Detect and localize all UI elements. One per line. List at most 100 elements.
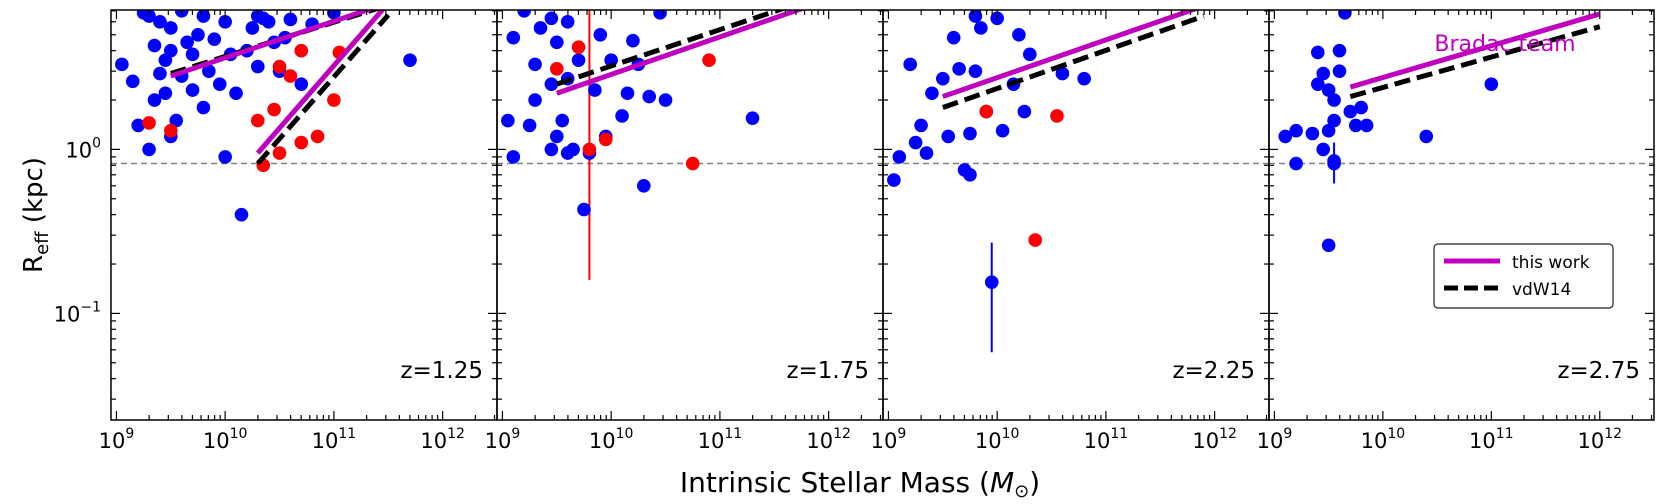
this-work-line-2 xyxy=(255,10,386,155)
blue-data-point xyxy=(250,59,265,74)
x-tick-label-base: 10 xyxy=(1577,429,1604,453)
blue-data-point xyxy=(1289,123,1303,138)
blue-data-point xyxy=(158,86,173,101)
x-tick-label-exp: 11 xyxy=(724,426,742,442)
red-data-point xyxy=(294,135,309,150)
blue-data-point xyxy=(908,135,923,150)
red-data-point xyxy=(294,43,309,58)
blue-data-point xyxy=(185,83,200,97)
x-tick-label-exp: 12 xyxy=(833,426,851,442)
blue-data-point xyxy=(1017,104,1032,119)
y-tick-label-base: 10 xyxy=(54,302,81,326)
legend: this work vdW14 xyxy=(1433,243,1614,309)
y-tick-label: 10−1 xyxy=(54,299,101,326)
x-tick-label: 1011 xyxy=(1084,426,1129,453)
panel-4-plot-area xyxy=(1269,10,1654,253)
x-axis-label: Intrinsic Stellar Mass (M⊙) xyxy=(680,466,1040,502)
x-tick-label-base: 10 xyxy=(99,429,126,453)
blue-data-point xyxy=(196,10,211,23)
this-work-line xyxy=(555,10,806,96)
blue-data-point xyxy=(142,142,156,157)
red-data-point xyxy=(1028,233,1043,247)
x-tick-label-exp: 12 xyxy=(1219,426,1237,442)
blue-data-point xyxy=(1278,129,1293,144)
blue-data-point xyxy=(919,146,934,160)
blue-data-point xyxy=(1327,154,1341,168)
blue-data-point xyxy=(571,53,586,67)
blue-data-point xyxy=(1055,66,1070,81)
red-data-point xyxy=(267,102,281,117)
blue-data-point xyxy=(550,129,564,144)
blue-data-point xyxy=(636,178,651,193)
y-tick-label-exp: −1 xyxy=(80,299,101,315)
blue-data-point xyxy=(903,57,917,72)
y-tick-label-base: 10 xyxy=(65,138,92,162)
y-axis-label: Reff (kpc) xyxy=(19,157,53,273)
red-data-point xyxy=(571,40,586,54)
panel-redshift-label: z=2.25 xyxy=(1172,358,1255,384)
blue-data-point xyxy=(1484,77,1499,91)
panel-2-plot-area xyxy=(497,0,883,280)
x-tick-label: 1012 xyxy=(806,426,851,453)
x-tick-label: 1010 xyxy=(203,426,248,453)
blue-data-point xyxy=(245,21,260,35)
blue-data-point xyxy=(522,118,537,133)
blue-data-point xyxy=(125,74,140,89)
x-label-close: ) xyxy=(1029,466,1040,499)
x-tick-label-exp: 11 xyxy=(338,426,356,442)
annotation-bradac-team: Bradac team xyxy=(1434,32,1575,57)
x-tick-label: 109 xyxy=(871,426,907,453)
x-tick-label: 1011 xyxy=(698,426,743,453)
blue-data-point xyxy=(1022,47,1037,62)
blue-data-point xyxy=(1332,43,1347,58)
blue-data-point xyxy=(1338,10,1352,20)
blue-data-point xyxy=(147,38,162,53)
y-tick-label: 100 xyxy=(65,135,101,162)
x-tick-label-exp: 12 xyxy=(1604,426,1622,442)
blue-data-point xyxy=(626,33,640,48)
blue-data-point xyxy=(322,0,336,10)
blue-data-point xyxy=(153,66,167,81)
x-tick-label-base: 10 xyxy=(1084,429,1111,453)
blue-data-point xyxy=(544,142,559,157)
blue-data-point xyxy=(968,10,983,23)
this-work-line xyxy=(170,10,376,79)
x-tick-label-base: 10 xyxy=(485,429,512,453)
panel-redshift-label: z=2.75 xyxy=(1557,358,1640,384)
x-tick-label: 1010 xyxy=(1361,426,1406,453)
blue-data-point xyxy=(995,123,1010,138)
x-tick-label-base: 10 xyxy=(589,429,616,453)
x-tick-label-exp: 10 xyxy=(1387,426,1405,442)
blue-data-point xyxy=(1348,118,1363,133)
vdw14-line xyxy=(941,13,1205,110)
panel-3-plot-area xyxy=(883,0,1269,353)
blue-data-point xyxy=(1327,113,1341,128)
x-tick-label-exp: 10 xyxy=(230,426,248,442)
blue-data-point xyxy=(1343,104,1358,119)
blue-data-point xyxy=(555,0,569,6)
blue-data-point xyxy=(501,113,515,128)
red-data-point xyxy=(272,59,287,74)
x-tick-label: 1012 xyxy=(1192,426,1237,453)
blue-data-point xyxy=(1354,100,1368,115)
blue-data-point xyxy=(1311,77,1325,91)
blue-data-point xyxy=(1321,238,1336,253)
blue-data-point xyxy=(958,0,972,8)
blue-data-point xyxy=(115,57,129,72)
blue-data-point xyxy=(403,53,417,67)
blue-data-point xyxy=(1327,93,1341,107)
blue-data-point xyxy=(533,21,548,35)
blue-data-point xyxy=(196,100,211,115)
blue-data-point xyxy=(131,118,145,133)
blue-data-point xyxy=(963,126,977,141)
x-tick-label-base: 10 xyxy=(975,429,1002,453)
red-data-point xyxy=(1050,109,1064,123)
x-tick-label-exp: 10 xyxy=(1002,426,1020,442)
x-tick-label-exp: 12 xyxy=(447,426,465,442)
red-data-point xyxy=(142,116,156,130)
blue-data-point xyxy=(1321,83,1336,97)
blue-data-point xyxy=(560,14,575,29)
blue-data-point xyxy=(506,30,521,45)
x-tick-label-base: 10 xyxy=(1361,429,1388,453)
